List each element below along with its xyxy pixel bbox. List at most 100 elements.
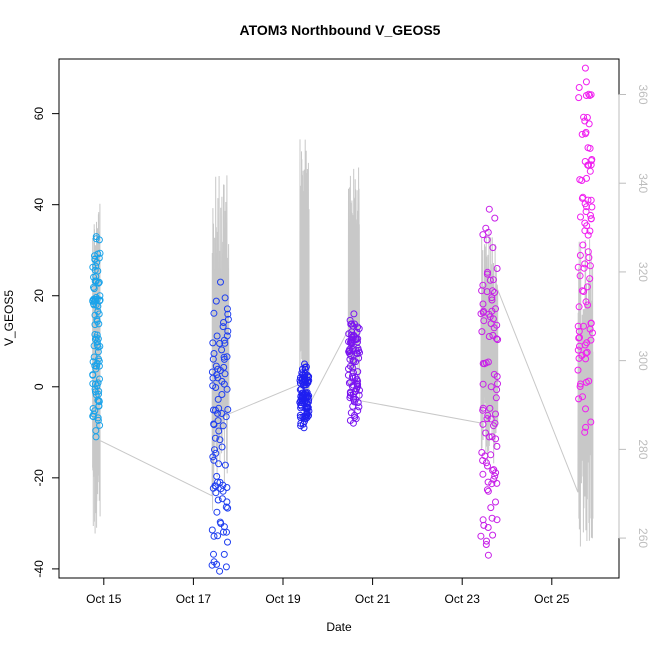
data-point (224, 315, 232, 323)
data-point (96, 375, 103, 383)
data-point (493, 373, 501, 380)
data-point (577, 380, 584, 388)
data-point (587, 418, 595, 426)
y2-tick-label: 280 (636, 439, 650, 459)
data-point (479, 406, 487, 414)
data-point (583, 203, 590, 211)
data-point (217, 278, 224, 286)
data-point (483, 236, 491, 244)
data-point (489, 531, 497, 539)
data-point (218, 346, 226, 354)
secondary-series-line (92, 139, 594, 547)
data-point (298, 399, 306, 407)
data-point (587, 196, 595, 204)
data-point (91, 277, 99, 285)
x-tick-label: Oct 19 (265, 592, 301, 606)
data-point (483, 486, 491, 494)
data-point (350, 369, 357, 376)
data-point (484, 551, 492, 559)
data-point (93, 331, 101, 339)
data-point (224, 327, 232, 335)
data-point (95, 278, 103, 286)
data-point (586, 167, 594, 175)
data-point (347, 352, 355, 360)
data-point (90, 410, 98, 418)
data-point (480, 317, 488, 325)
data-point (493, 386, 501, 394)
data-point (583, 283, 591, 291)
y2-tick-label: 360 (636, 84, 650, 104)
data-point (350, 310, 358, 318)
data-point (90, 353, 98, 361)
data-point (492, 410, 499, 418)
data-point (479, 300, 487, 308)
data-point (303, 393, 311, 401)
data-point (488, 294, 496, 302)
data-point (587, 91, 595, 99)
data-point (484, 268, 491, 276)
data-point (94, 416, 102, 424)
data-point (89, 371, 97, 379)
data-point (583, 348, 591, 356)
data-point (223, 385, 231, 393)
data-point (220, 319, 227, 326)
data-point (95, 320, 103, 328)
data-point (485, 433, 493, 441)
data-point (223, 528, 230, 536)
data-point (214, 496, 222, 504)
y2-tick-label: 300 (636, 351, 650, 371)
data-point (485, 310, 493, 318)
data-point (484, 524, 492, 531)
data-point (93, 316, 101, 323)
data-point (588, 203, 596, 211)
data-point (574, 366, 582, 374)
data-point (218, 377, 226, 385)
data-point (490, 466, 498, 474)
data-point (480, 521, 488, 529)
data-point (581, 117, 589, 125)
data-point (578, 287, 586, 295)
data-point (585, 90, 593, 98)
data-point (213, 508, 221, 516)
data-point (491, 419, 499, 427)
data-point (479, 380, 487, 388)
points-layer (89, 64, 596, 575)
data-point (349, 364, 357, 372)
data-point (216, 567, 224, 575)
data-point (296, 386, 304, 394)
data-point (352, 358, 360, 366)
data-point (488, 514, 496, 522)
data-point (218, 443, 226, 451)
data-point (209, 382, 217, 390)
data-point (574, 322, 582, 330)
data-point (349, 372, 356, 380)
data-point (493, 479, 501, 487)
data-point (580, 322, 587, 330)
data-point (90, 283, 97, 291)
data-point (578, 130, 586, 138)
data-point (576, 342, 583, 350)
data-point (221, 339, 229, 347)
data-point (299, 413, 307, 421)
data-point (485, 333, 493, 340)
data-point (296, 376, 304, 384)
data-point (216, 436, 224, 444)
data-point (94, 348, 102, 356)
data-point (354, 323, 362, 331)
y-tick-label: 40 (32, 198, 46, 212)
data-point (582, 130, 589, 138)
data-point (494, 336, 502, 344)
data-point (95, 254, 103, 262)
data-point (345, 379, 353, 387)
data-point (484, 462, 491, 470)
data-point (94, 414, 102, 422)
data-point (586, 92, 594, 99)
data-point (486, 404, 494, 412)
data-point (586, 275, 594, 283)
data-point (91, 266, 99, 274)
data-point (489, 287, 496, 295)
data-point (219, 422, 227, 430)
data-point (587, 215, 595, 223)
data-point (575, 94, 583, 102)
data-point (575, 303, 583, 311)
